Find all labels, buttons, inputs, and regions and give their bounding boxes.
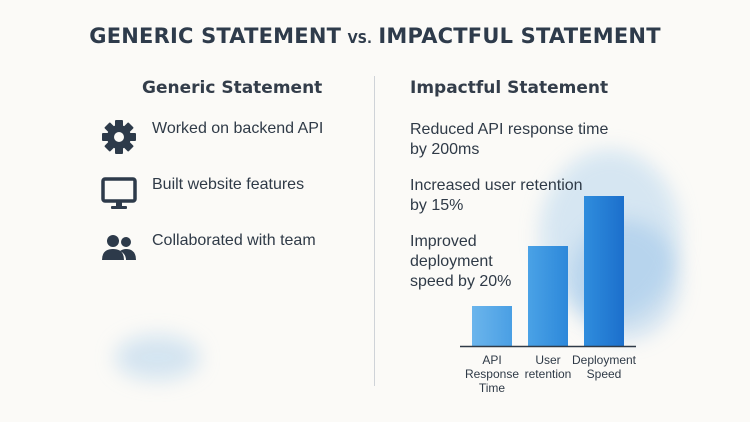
generic-heading: Generic Statement: [142, 78, 323, 98]
chart-bar: [528, 246, 568, 346]
people-icon: [100, 230, 138, 268]
generic-item: Built website features: [100, 174, 360, 214]
column-divider: [374, 76, 375, 386]
chart-bar: [472, 306, 512, 346]
watercolor-splash-left: [115, 335, 200, 380]
chart-tick-label: User retention: [525, 353, 572, 381]
impactful-item: Reduced API response time by 200ms: [410, 121, 609, 158]
impactful-heading: Impactful Statement: [410, 78, 609, 98]
chart-tick-label: API Response Time: [465, 353, 519, 395]
generic-item: Collaborated with team: [100, 230, 360, 270]
generic-item: Worked on backend API: [100, 118, 360, 158]
title-vs: VS.: [347, 32, 372, 47]
chart-tick-label: Deployment Speed: [572, 353, 637, 381]
title-left: GENERIC STATEMENT: [89, 24, 342, 48]
chart-bar: [584, 196, 624, 346]
generic-item-label: Built website features: [152, 176, 305, 193]
main-title: GENERIC STATEMENT VS. IMPACTFUL STATEMEN…: [0, 24, 750, 48]
monitor-icon: [100, 174, 138, 212]
title-right: IMPACTFUL STATEMENT: [378, 24, 661, 48]
generic-item-label: Worked on backend API: [152, 120, 324, 137]
impactful-item: Improved deployment speed by 20%: [410, 233, 512, 290]
gear-icon: [100, 118, 138, 156]
generic-item-label: Collaborated with team: [152, 232, 316, 249]
impactful-item: Increased user retention by 15%: [410, 177, 583, 214]
